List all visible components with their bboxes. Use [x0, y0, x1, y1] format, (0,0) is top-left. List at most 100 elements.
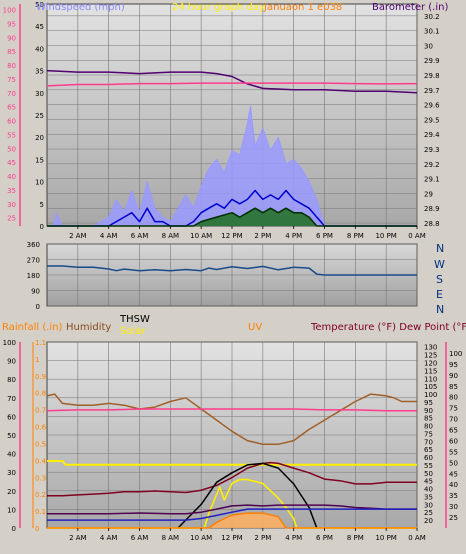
windspeed-tick-label: 15	[35, 156, 44, 164]
pink-tick-label: 65	[7, 104, 16, 112]
barometer-tick-label: 29	[424, 190, 433, 198]
humidity-tick-label: 0.3	[35, 474, 46, 482]
dewpoint-tick-label: 40	[449, 481, 458, 489]
barometer-tick-label: 29.9	[424, 57, 440, 65]
rainfall-tick-label: 50	[7, 432, 16, 440]
humidity-tick-label: 0.5	[35, 440, 46, 448]
temperature-tick-label: 55	[424, 462, 433, 470]
windspeed-tick-label: 30	[35, 90, 44, 98]
humidity-tick-label: 1.1	[35, 339, 46, 347]
barometer-tick-label: 28.8	[424, 220, 440, 228]
temperature-tick-label: 130	[424, 344, 437, 352]
temperature-tick-label: 25	[424, 509, 433, 517]
rainfall-tick-label: 80	[7, 376, 16, 384]
temperature-tick-label: 45	[424, 478, 433, 486]
x-tick-label: 10 AM	[190, 232, 212, 240]
x-tick-label: 4 AM	[100, 534, 118, 542]
barometer-line	[46, 69, 418, 94]
temperature-tick-label: 40	[424, 486, 433, 494]
wind-pink-axis: 25 30 35 40 45 50 55 60 65 70 75 80 85 90 95 100	[3, 4, 21, 226]
barometer-tick-label: 29.2	[424, 161, 440, 169]
windspeed-tick-label: 20	[35, 134, 44, 142]
temperature-tick-label: 120	[424, 359, 437, 367]
humidity-tick-label: 0.9	[35, 373, 46, 381]
barometer-tick-label: 28.9	[424, 205, 440, 213]
pink-tick-label: 85	[7, 48, 16, 56]
direction-tick-label: 90	[31, 288, 40, 296]
barometer-axis: 28.8 28.9 29 29.1 29.2 29.3 29.4 29.5 29.6 29.7 29…	[424, 13, 440, 228]
rainfall-tick-label: 90	[7, 358, 16, 366]
windspeed-tick-label: 45	[35, 23, 44, 31]
x-tick-label: 6 PM	[316, 534, 333, 542]
dewpoint-tick-label: 35	[449, 492, 458, 500]
windspeed-tick-label: 10	[35, 179, 44, 187]
solar-line	[47, 478, 417, 529]
x-tick-label: 10 AM	[190, 534, 212, 542]
x-tick-label: 0 AM	[408, 232, 426, 240]
thsw-line	[177, 462, 318, 529]
x-tick-label: 12 PM	[221, 232, 242, 240]
windspeed-tick-label: 25	[35, 112, 44, 120]
windspeed-tick-label: 35	[35, 68, 44, 76]
temperature-tick-label: 105	[424, 383, 437, 391]
temperature-tick-label: 70	[424, 438, 433, 446]
temperature-tick-label: 30	[424, 501, 433, 509]
rainfall-tick-label: 40	[7, 451, 16, 459]
rainfall-tick-label: 20	[7, 488, 16, 496]
barometer-tick-label: 29.5	[424, 116, 440, 124]
x-tick-label: 0 AM	[408, 534, 426, 542]
temperature-line	[47, 461, 417, 497]
temperature-series	[46, 393, 417, 529]
temperature-grid	[47, 341, 418, 529]
compass-label-s: S	[436, 273, 443, 286]
dewpoint-tick-label: 55	[449, 448, 458, 456]
rainfall-tick-label: 60	[7, 413, 16, 421]
x-tick-label: 6 AM	[131, 534, 149, 542]
temperature-tick-label: 75	[424, 430, 433, 438]
legend-uv: UV	[248, 322, 262, 333]
pink-tick-label: 80	[7, 62, 16, 70]
windspeed-tick-label: 0	[40, 223, 44, 231]
direction-series	[47, 265, 417, 276]
temperature-tick-label: 115	[424, 367, 437, 375]
direction-compass-axis: N W S E N	[434, 242, 445, 316]
wind-series	[46, 69, 418, 227]
direction-grid	[47, 243, 418, 307]
pink-tick-label: 95	[7, 20, 16, 28]
pink-axis-strip	[22, 2, 44, 230]
humidity-tick-label: 0.2	[35, 491, 46, 499]
temperature-tick-label: 110	[424, 375, 437, 383]
rainfall-tick-label: 0	[12, 525, 16, 533]
humidity-tick-label: 0.1	[35, 508, 46, 516]
rainfall-axis: 0 10 20 30 40 50 60 70 80 90 100	[3, 339, 21, 533]
pink-tick-label: 75	[7, 76, 16, 84]
pink_line-line	[46, 408, 417, 412]
dew_point-line	[47, 504, 417, 515]
rainfall-tick-label: 70	[7, 395, 16, 403]
temperature-tick-label: 100	[424, 391, 437, 399]
dewpoint-tick-label: 100	[449, 350, 462, 358]
barometer-tick-label: 30.1	[424, 28, 440, 36]
wind_gust-line	[47, 105, 417, 227]
dewpoint-tick-label: 50	[449, 459, 458, 467]
direction-tick-label: 360	[27, 241, 40, 249]
pink-tick-label: 90	[7, 34, 16, 42]
temperature-tick-label: 20	[424, 517, 433, 525]
wind_speed-line	[47, 189, 417, 227]
temperature-x-axis: 2 AM 4 AM 6 AM 8 AM 10 AM 12 PM 2 PM 4 PM 6 PM 8 …	[69, 528, 426, 542]
dewpoint-tick-label: 85	[449, 383, 458, 391]
temperature-tick-label: 35	[424, 493, 433, 501]
x-tick-label: 2 AM	[69, 232, 87, 240]
legend-rainfall: Rainfall (.in)	[2, 322, 63, 333]
temperature-tick-label: 80	[424, 423, 433, 431]
pink-tick-label: 25	[7, 215, 16, 223]
x-tick-label: 6 PM	[316, 232, 333, 240]
compass-label-n-bottom: N	[436, 303, 444, 316]
uv-line	[47, 512, 417, 529]
dewpoint-tick-label: 60	[449, 437, 458, 445]
temperature-axis: 2025303540455055606570758085909510010511…	[424, 344, 437, 525]
dewpoint-tick-label: 90	[449, 372, 458, 380]
wind_direction-line	[47, 265, 417, 276]
